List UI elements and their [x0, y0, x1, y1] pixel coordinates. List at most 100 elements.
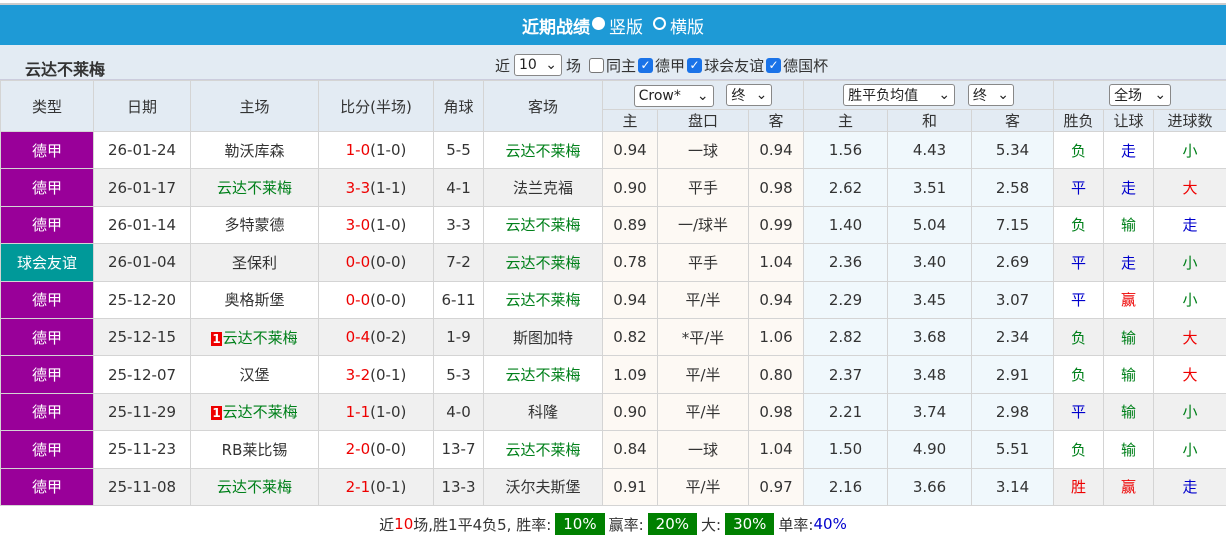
- ah-home-odds: 0.84: [602, 430, 658, 469]
- ah-home-odds-text: 0.94: [613, 290, 647, 309]
- league-cell[interactable]: 德甲: [0, 130, 94, 170]
- away-team-link[interactable]: 云达不莱梅: [505, 141, 581, 160]
- result-wl: 平: [1053, 168, 1105, 207]
- league-label[interactable]: 球会友谊: [704, 56, 765, 75]
- league-cell[interactable]: 德甲: [0, 430, 94, 469]
- home-team-link[interactable]: 云达不莱梅: [216, 478, 292, 497]
- league-label[interactable]: 德甲: [655, 56, 686, 75]
- scope-select[interactable]: 全场 ⌄: [1109, 84, 1172, 106]
- table-row[interactable]: 德甲 25-12-15 1 云达不莱梅 0-4(0-2) 1-9 斯图加特 0.82 *平/半 1…: [0, 317, 1226, 357]
- rank-badge: 1: [211, 406, 222, 421]
- away-team-link[interactable]: 斯图加特: [512, 328, 573, 347]
- score-text[interactable]: 1-1: [345, 402, 371, 421]
- league-cell[interactable]: 德甲: [0, 317, 94, 357]
- ah-line: 一球: [657, 430, 749, 469]
- corner-cell: 6-11: [433, 280, 484, 319]
- euro-draw-text: 4.43: [912, 141, 947, 160]
- away-team-link[interactable]: 云达不莱梅: [505, 216, 581, 235]
- half-score-text: (0-2): [370, 328, 407, 347]
- score-text[interactable]: 1-0: [345, 141, 371, 160]
- subcol-header: 主: [803, 109, 889, 132]
- col-score: 比分(半场): [318, 80, 434, 132]
- corner-cell: 5-5: [433, 130, 484, 170]
- home-team-link[interactable]: 勒沃库森: [224, 141, 285, 160]
- radio-horizontal[interactable]: [653, 16, 666, 30]
- table-row[interactable]: 德甲 25-12-07 汉堡 3-2(0-1) 5-3 云达不莱梅 1.09 平/半 0.80 2…: [0, 355, 1226, 394]
- table-row[interactable]: 德甲 26-01-14 多特蒙德 3-0(1-0) 3-3 云达不莱梅 0.89 一/球半 0.…: [0, 205, 1226, 245]
- home-team-link[interactable]: 多特蒙德: [224, 216, 285, 235]
- away-team-link[interactable]: 云达不莱梅: [505, 291, 581, 310]
- half-score-text: (1-1): [370, 178, 407, 197]
- away-team-link[interactable]: 法兰克福: [512, 179, 573, 198]
- league-label[interactable]: 德国杯: [783, 56, 829, 75]
- home-team-link[interactable]: 云达不莱梅: [222, 328, 298, 347]
- result-ah: 输: [1103, 317, 1155, 357]
- corner-cell-text: 5-3: [446, 365, 471, 384]
- home-team-link[interactable]: RB莱比锡: [221, 440, 288, 459]
- euro-draw: 3.66: [887, 467, 973, 506]
- table-row[interactable]: 德甲 25-11-23 RB莱比锡 2-0(0-0) 13-7 云达不莱梅 0.84 一球 1.…: [0, 430, 1226, 469]
- same-home-checkbox[interactable]: [589, 57, 605, 73]
- date-cell: 25-12-07: [93, 355, 191, 394]
- score-text[interactable]: 3-3: [345, 178, 371, 197]
- league-cell[interactable]: 德甲: [0, 355, 94, 394]
- radio-horizontal-label[interactable]: 横版: [670, 17, 704, 38]
- away-team-link[interactable]: 云达不莱梅: [505, 366, 581, 385]
- date-cell: 25-12-20: [93, 280, 191, 319]
- league-cell[interactable]: 德甲: [0, 280, 94, 319]
- radio-vertical[interactable]: [592, 16, 605, 30]
- corner-cell: 4-1: [433, 168, 484, 207]
- table-row[interactable]: 德甲 25-12-20 奥格斯堡 0-0(0-0) 6-11 云达不莱梅 0.94 平/半 0.…: [0, 280, 1226, 319]
- score-text[interactable]: 3-0: [345, 215, 371, 234]
- euro-select[interactable]: 胜平负均值 ⌄: [843, 84, 956, 106]
- chevron-down-icon: ⌄: [938, 87, 951, 103]
- away-team-link[interactable]: 沃尔夫斯堡: [505, 478, 581, 497]
- result-ou: 大: [1153, 317, 1226, 357]
- league-cell[interactable]: 德甲: [0, 205, 94, 245]
- score-text[interactable]: 0-0: [345, 290, 371, 309]
- score-text[interactable]: 3-2: [345, 365, 371, 384]
- league-checkbox-bundesliga[interactable]: ✓: [638, 57, 654, 73]
- away-team-link[interactable]: 云达不莱梅: [505, 440, 581, 459]
- home-team-link[interactable]: 汉堡: [239, 366, 270, 385]
- ah-header: Crow* ⌄ 终 ⌄: [601, 80, 805, 110]
- euro-stage-select[interactable]: 终 ⌄: [967, 84, 1014, 106]
- score-text[interactable]: 2-0: [345, 440, 371, 459]
- score-cell: 1-0(1-0): [318, 130, 434, 170]
- euro-draw-text: 3.45: [912, 290, 947, 309]
- same-home-label[interactable]: 同主: [606, 56, 637, 75]
- result-wl: 负: [1053, 430, 1105, 469]
- away-team-link[interactable]: 云达不莱梅: [505, 253, 581, 272]
- home-team-link[interactable]: 云达不莱梅: [222, 403, 298, 422]
- league-cell[interactable]: 球会友谊: [0, 243, 94, 282]
- league-checkbox-cup[interactable]: ✓: [766, 57, 782, 73]
- corner-cell: 4-0: [433, 392, 484, 432]
- ah-line: 平手: [657, 243, 749, 282]
- league-checkbox-friendly[interactable]: ✓: [687, 57, 703, 73]
- table-row[interactable]: 德甲 25-11-29 1 云达不莱梅 1-1(1-0) 4-0 科隆 0.90 平/半 0.98…: [0, 392, 1226, 432]
- league-text: 德甲: [31, 179, 62, 198]
- table-row[interactable]: 德甲 26-01-24 勒沃库森 1-0(1-0) 5-5 云达不莱梅 0.94 一球 0.94…: [0, 130, 1226, 170]
- ah-stage-select[interactable]: 终 ⌄: [726, 83, 773, 106]
- league-cell[interactable]: 德甲: [0, 467, 94, 506]
- table-row[interactable]: 球会友谊 26-01-04 圣保利 0-0(0-0) 7-2 云达不莱梅 0.78 平手 1.0…: [0, 243, 1226, 282]
- radio-vertical-label[interactable]: 竖版: [609, 17, 643, 38]
- euro-home: 1.56: [803, 130, 889, 170]
- home-team-link[interactable]: 奥格斯堡: [224, 291, 285, 310]
- home-team-link[interactable]: 圣保利: [231, 253, 277, 272]
- result-ah-text: 走: [1121, 253, 1137, 272]
- result-ou: 大: [1153, 355, 1226, 394]
- league-cell[interactable]: 德甲: [0, 392, 94, 432]
- score-text[interactable]: 2-1: [345, 477, 371, 496]
- match-count-select[interactable]: 10 ⌄: [514, 54, 563, 76]
- title-bar: 近期战绩 竖版 横版: [0, 5, 1226, 45]
- table-row[interactable]: 德甲 25-11-08 云达不莱梅 2-1(0-1) 13-3 沃尔夫斯堡 0.91 平/半 0…: [0, 467, 1226, 506]
- league-cell[interactable]: 德甲: [0, 168, 94, 207]
- company-select[interactable]: Crow* ⌄: [633, 84, 714, 107]
- home-team-link[interactable]: 云达不莱梅: [216, 179, 292, 198]
- table-row[interactable]: 德甲 26-01-17 云达不莱梅 3-3(1-1) 4-1 法兰克福 0.90 平手 0.98…: [0, 168, 1226, 207]
- score-text[interactable]: 0-4: [345, 328, 371, 347]
- away-team-link[interactable]: 科隆: [527, 403, 558, 422]
- ah-line-text: 平手: [687, 253, 718, 272]
- score-text[interactable]: 0-0: [345, 253, 371, 272]
